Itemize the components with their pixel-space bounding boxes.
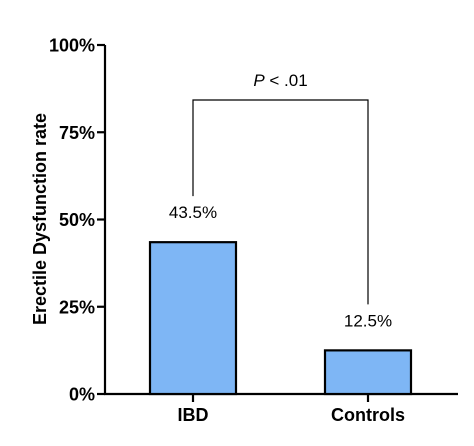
significance-label-p: P (253, 71, 265, 90)
y-tick-label: 50% (59, 210, 95, 230)
significance-label: P < .01 (253, 71, 307, 90)
significance-bracket-line (192, 99, 369, 305)
x-tick-label: Controls (331, 405, 405, 425)
data-labels: 43.5% 12.5% (169, 203, 392, 330)
significance-label-rest: < .01 (265, 71, 308, 90)
y-tick-label: 25% (59, 297, 95, 317)
bar (148, 241, 238, 396)
data-label: 12.5% (344, 311, 392, 330)
y-tick-label: 0% (69, 385, 95, 405)
bar (323, 349, 413, 396)
y-ticks: 0% 25% 50% 75% 100% (49, 36, 105, 405)
y-tick-label: 100% (49, 36, 95, 56)
x-tick-label: IBD (178, 405, 209, 425)
data-label: 43.5% (169, 203, 217, 222)
significance-bracket: P < .01 (192, 71, 369, 305)
y-axis-title: Erectile Dysfunction rate (30, 113, 50, 325)
y-tick-label: 75% (59, 123, 95, 143)
x-tick-labels: IBD Controls (178, 394, 405, 425)
